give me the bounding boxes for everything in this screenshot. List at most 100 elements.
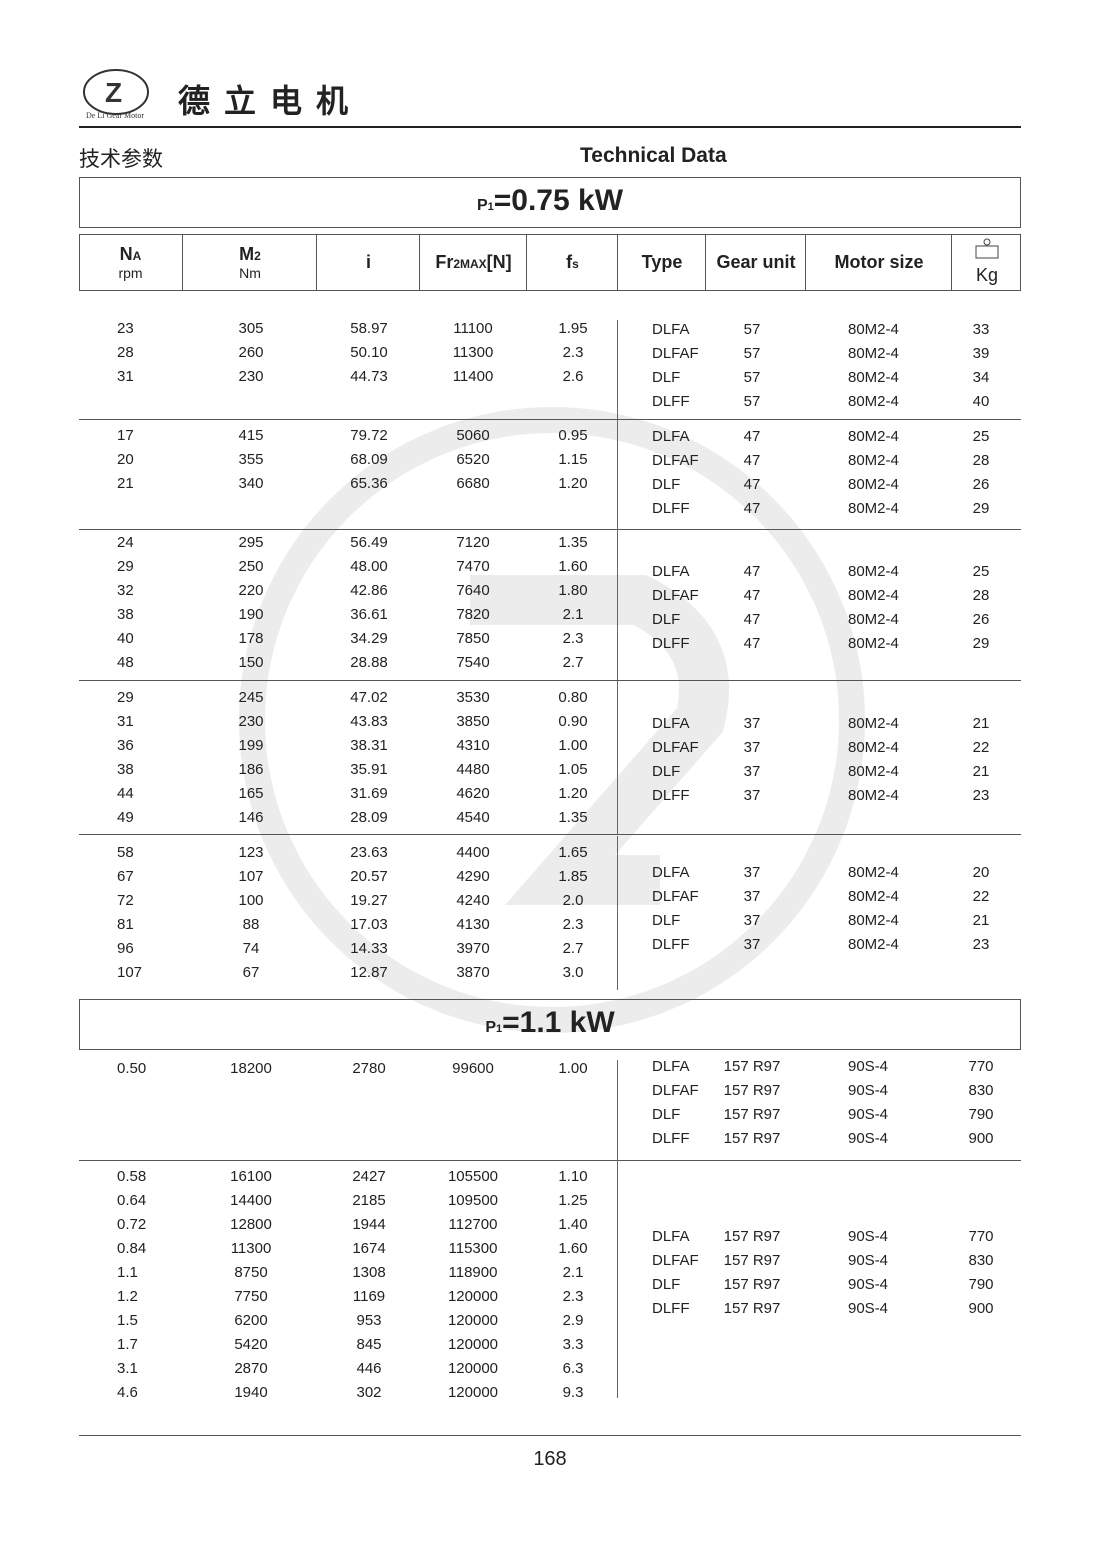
- cell-i: 953: [356, 1312, 382, 1329]
- cell-m2: 1940: [234, 1384, 268, 1401]
- cell-gear-unit: 47: [743, 587, 761, 604]
- cell-na: 38: [117, 761, 134, 778]
- cell-type: DLFAF: [652, 1252, 699, 1269]
- cell-type: DLFA: [652, 864, 690, 881]
- cell-fs: 2.7: [562, 654, 584, 671]
- cell-fs: 1.35: [558, 534, 588, 551]
- cell-na: 36: [117, 737, 134, 754]
- cell-kg: 34: [972, 369, 990, 386]
- cell-kg: 25: [972, 428, 990, 445]
- cell-na: 49: [117, 809, 134, 826]
- footer-rule: [79, 1435, 1021, 1436]
- cell-i: 17.03: [350, 916, 388, 933]
- power-box-0-75kw: P1=0.75 kW: [79, 177, 1021, 228]
- cell-type: DLFF: [652, 936, 690, 953]
- column-header-i: i: [316, 234, 420, 290]
- cell-na: 58: [117, 844, 134, 861]
- cell-fr2max: 4310: [456, 737, 490, 754]
- cell-i: 50.10: [350, 344, 388, 361]
- cell-motor-size: 80M2-4: [848, 321, 899, 338]
- cell-fr2max: 105500: [447, 1168, 499, 1185]
- cell-i: 845: [356, 1336, 382, 1353]
- cell-type: DLFAF: [652, 888, 699, 905]
- cell-kg: 790: [968, 1276, 994, 1293]
- svg-text:Z: Z: [105, 77, 122, 108]
- cell-i: 58.97: [350, 320, 388, 337]
- cell-fs: 2.3: [562, 344, 584, 361]
- cell-fr2max: 120000: [447, 1288, 499, 1305]
- cell-type: DLFF: [652, 393, 690, 410]
- cell-fs: 2.7: [562, 940, 584, 957]
- cell-i: 38.31: [350, 737, 388, 754]
- cell-gear-unit: 47: [743, 635, 761, 652]
- cell-na: 23: [117, 320, 134, 337]
- cell-fs: 2.3: [562, 630, 584, 647]
- cell-i: 43.83: [350, 713, 388, 730]
- cell-type: DLFA: [652, 428, 690, 445]
- cell-type: DLFA: [652, 1058, 690, 1075]
- cell-fr2max: 4540: [456, 809, 490, 826]
- cell-i: 36.61: [350, 606, 388, 623]
- cell-m2: 165: [238, 785, 264, 802]
- cell-fr2max: 120000: [447, 1360, 499, 1377]
- cell-gear-unit: 37: [743, 864, 761, 881]
- cell-fr2max: 3850: [456, 713, 490, 730]
- group-divider: [79, 529, 1021, 530]
- cell-na: 38: [117, 606, 134, 623]
- cell-motor-size: 80M2-4: [848, 739, 899, 756]
- cell-na: 29: [117, 558, 134, 575]
- cell-m2: 186: [238, 761, 264, 778]
- cell-type: DLFF: [652, 635, 690, 652]
- cell-kg: 28: [972, 587, 990, 604]
- cell-gear-unit: 57: [743, 321, 761, 338]
- cell-type: DLF: [652, 611, 681, 628]
- cell-type: DLFAF: [652, 739, 699, 756]
- cell-kg: 21: [972, 912, 990, 929]
- cell-fr2max: 7640: [456, 582, 490, 599]
- cell-fr2max: 4620: [456, 785, 490, 802]
- cell-fs: 1.05: [558, 761, 588, 778]
- cell-i: 2185: [352, 1192, 386, 1209]
- cell-gear-unit: 37: [743, 888, 761, 905]
- cell-motor-size: 90S-4: [848, 1252, 889, 1269]
- cell-i: 1944: [352, 1216, 386, 1233]
- cell-na: 0.72: [117, 1216, 147, 1233]
- cell-kg: 22: [972, 888, 990, 905]
- cell-fr2max: 120000: [447, 1312, 499, 1329]
- cell-gear-unit: 157 R97: [723, 1082, 781, 1099]
- cell-gear-unit: 57: [743, 369, 761, 386]
- power-sub: 1: [495, 1023, 503, 1035]
- cell-gear-unit: 37: [743, 763, 761, 780]
- power-value: =1.1 kW: [502, 1006, 615, 1039]
- column-divider: [617, 419, 618, 529]
- cell-na: 40: [117, 630, 134, 647]
- cell-motor-size: 90S-4: [848, 1276, 889, 1293]
- cell-i: 446: [356, 1360, 382, 1377]
- cell-motor-size: 90S-4: [848, 1228, 889, 1245]
- cell-fs: 1.60: [558, 558, 588, 575]
- cell-fs: 9.3: [562, 1384, 584, 1401]
- cell-type: DLF: [652, 1276, 681, 1293]
- cell-fr2max: 6680: [456, 475, 490, 492]
- cell-motor-size: 80M2-4: [848, 787, 899, 804]
- cell-kg: 39: [972, 345, 990, 362]
- group-divider: [79, 680, 1021, 681]
- cell-motor-size: 90S-4: [848, 1130, 889, 1147]
- cell-fs: 1.25: [558, 1192, 588, 1209]
- cell-gear-unit: 47: [743, 563, 761, 580]
- column-header: [79, 234, 1021, 291]
- cell-gear-unit: 57: [743, 393, 761, 410]
- section-title-cn: 技术参数: [79, 148, 163, 171]
- cell-fs: 2.3: [562, 1288, 584, 1305]
- cell-motor-size: 80M2-4: [848, 936, 899, 953]
- column-divider: [617, 526, 618, 680]
- cell-i: 1308: [352, 1264, 386, 1281]
- cell-fs: 2.6: [562, 368, 584, 385]
- brand-name: 德立电机: [178, 82, 363, 120]
- cell-m2: 18200: [230, 1060, 272, 1077]
- cell-i: 2427: [352, 1168, 386, 1185]
- cell-type: DLFF: [652, 1300, 690, 1317]
- cell-kg: 23: [972, 936, 990, 953]
- cell-m2: 340: [238, 475, 264, 492]
- cell-kg: 830: [968, 1082, 994, 1099]
